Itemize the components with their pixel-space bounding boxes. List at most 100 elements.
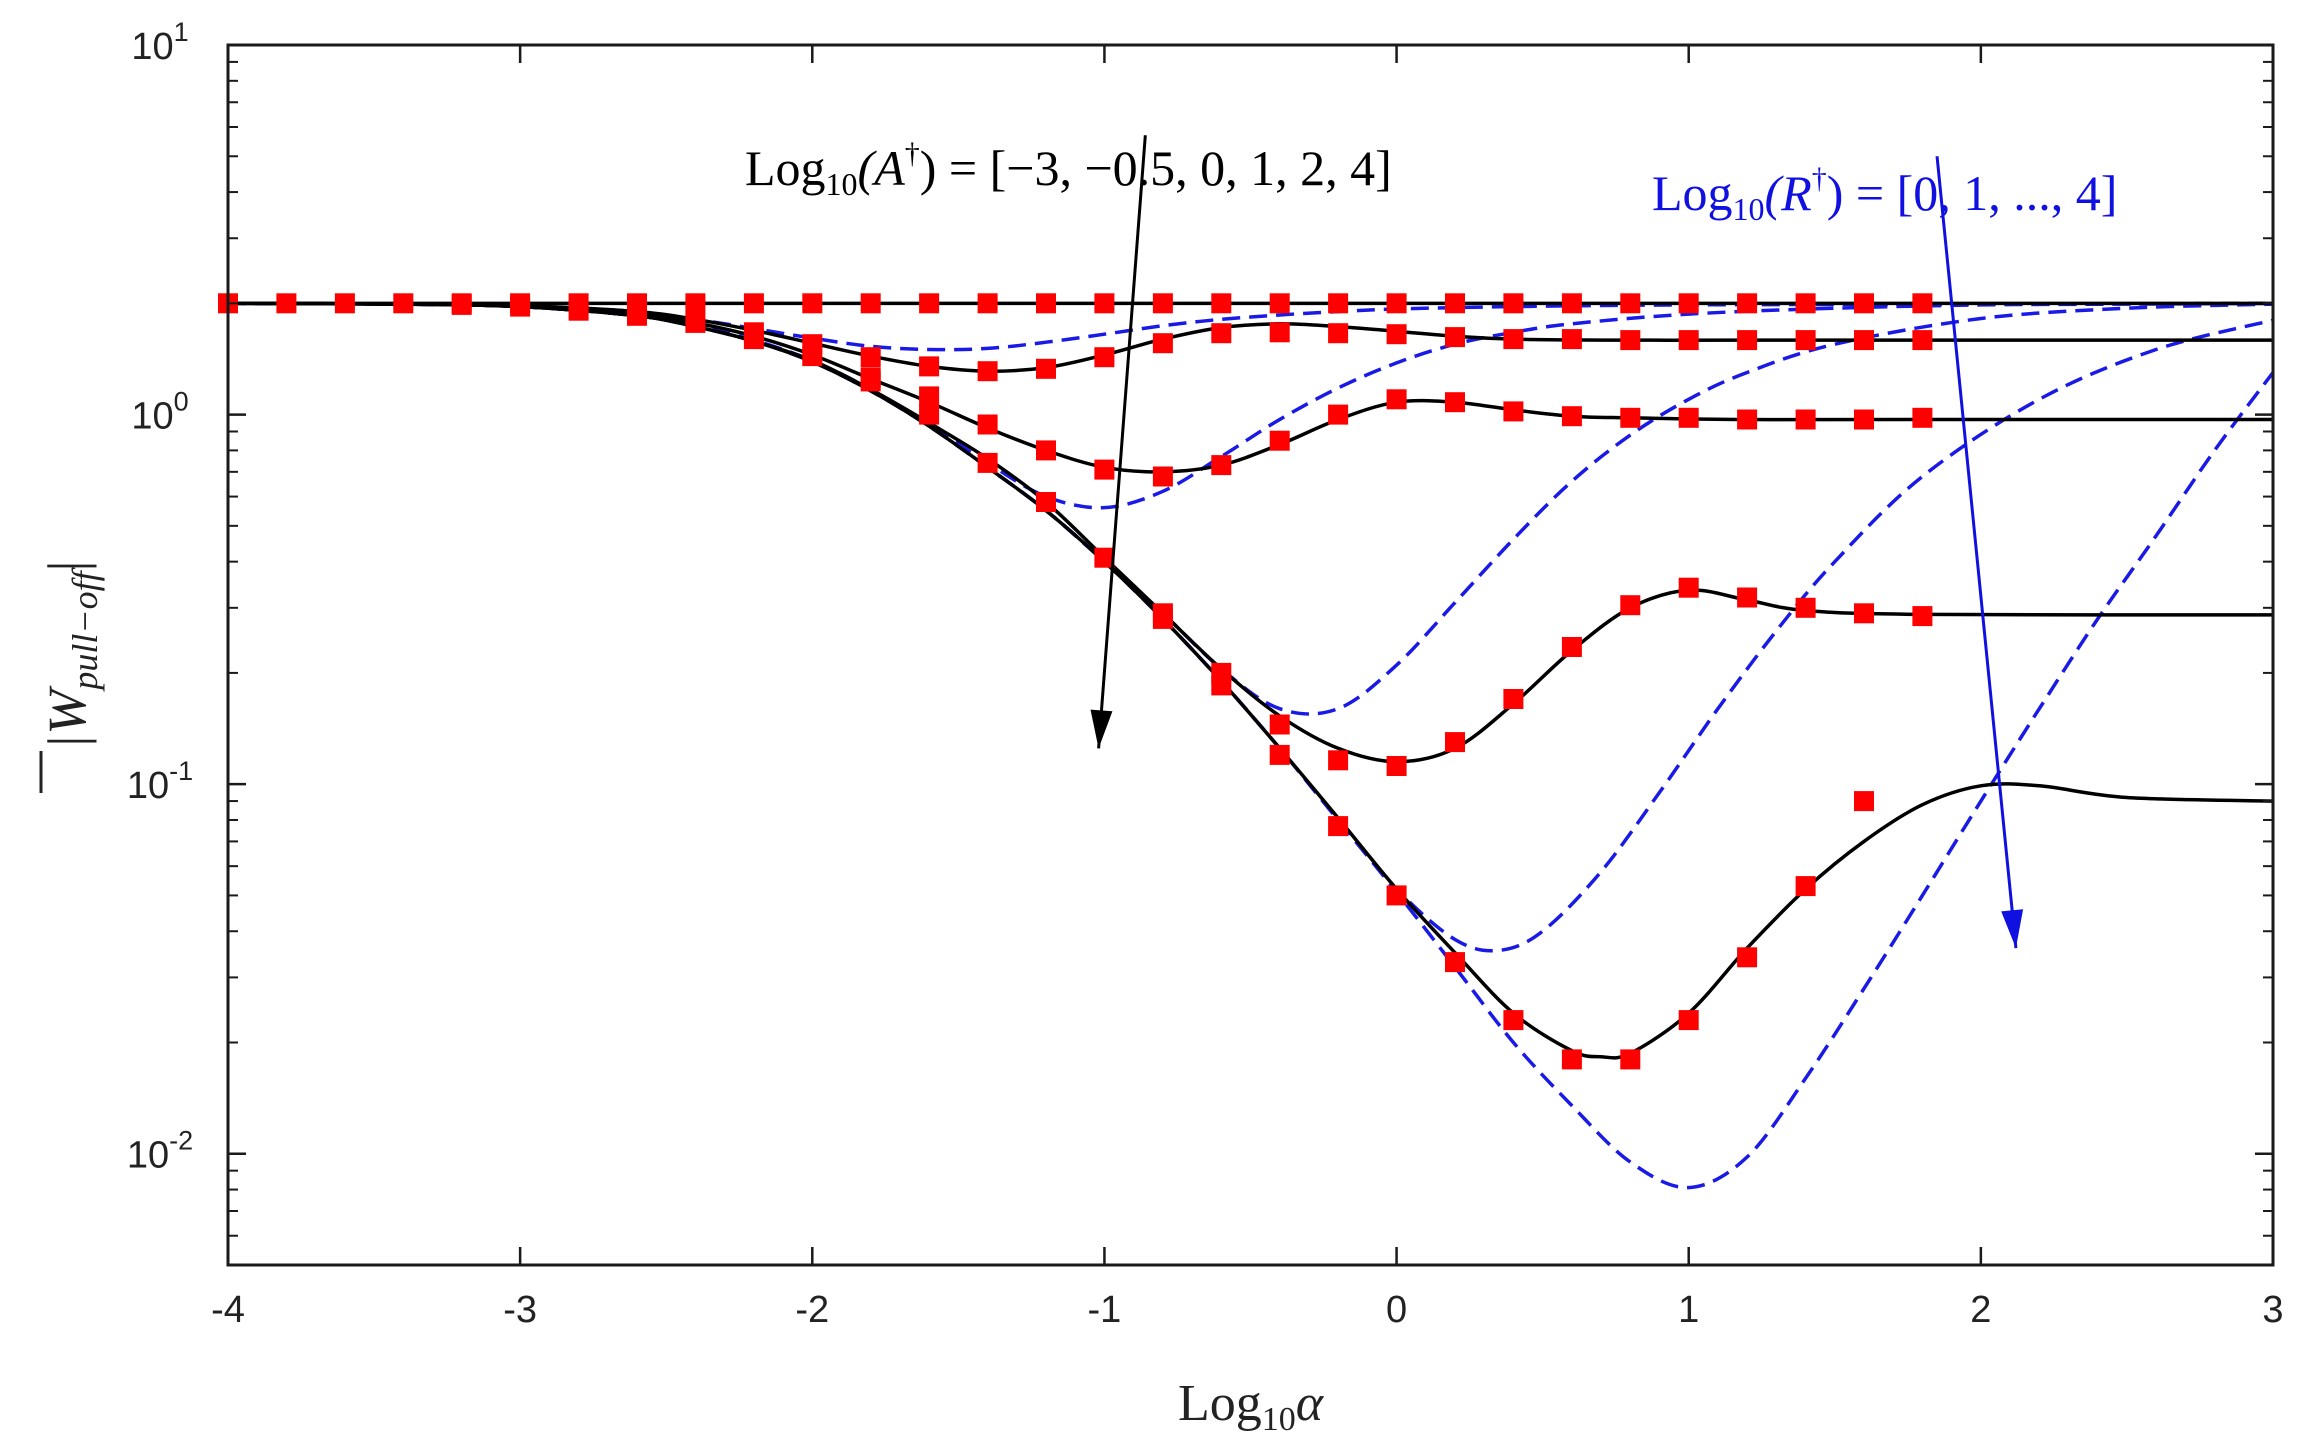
data-marker-4-14 [1854,791,1874,812]
y-tick-base-0: 10 [131,26,173,68]
data-marker-0-25 [1678,293,1699,314]
data-marker-1-2 [568,300,589,321]
arrow-line-0 [1097,135,1147,749]
y-tick-base-1: 10 [131,396,173,438]
data-marker-1-7 [860,347,881,368]
data-marker-1-0 [451,294,472,315]
data-marker-1-25 [1912,330,1933,351]
data-marker-3-13 [1737,587,1758,608]
data-marker-3-10 [1561,637,1582,657]
data-marker-1-13 [1211,323,1232,344]
y-tick-label-0: 101 [131,17,188,68]
data-marker-2-15 [1620,407,1641,428]
data-marker-2-12 [1445,392,1465,413]
data-marker-2-13 [1503,401,1524,422]
data-marker-1-3 [627,305,647,326]
data-marker-3-2 [1036,492,1056,512]
data-marker-2-8 [1211,455,1232,476]
y-tick-label-1: 100 [131,387,188,438]
y-tick-label-2: 10-1 [127,756,193,807]
data-marker-2-14 [1561,406,1582,427]
data-marker-1-15 [1328,323,1349,344]
data-marker-1-24 [1854,330,1874,351]
data-marker-0-11 [860,293,881,314]
data-marker-1-22 [1737,330,1758,351]
data-marker-4-3 [1211,675,1232,696]
data-marker-0-8 [685,293,706,314]
data-marker-1-20 [1620,330,1641,351]
data-marker-2-6 [1094,459,1115,480]
data-marker-0-2 [334,293,355,314]
data-marker-4-4 [1269,744,1290,765]
annotation-r-mid: (R [1765,165,1812,221]
annotation-r-pre: Log [1652,165,1733,221]
data-marker-4-5 [1328,816,1349,837]
x-axis-label-var: α [1296,1375,1325,1432]
data-marker-0-15 [1094,293,1115,314]
y-tick-base-2: 10 [127,765,169,807]
data-marker-0-13 [977,293,998,314]
data-marker-1-14 [1269,322,1290,343]
data-marker-0-21 [1445,293,1465,314]
annotation-a-mid: (A [858,140,906,196]
arrow-head-1 [2001,909,2024,949]
x-tick-label-2: -2 [795,1289,829,1331]
y-tick-label-3: 10-2 [127,1126,193,1177]
x-tick-label-4: 0 [1386,1289,1407,1331]
x-tick-label-3: -1 [1088,1289,1122,1331]
y-axis-label-base: |W [37,685,97,750]
data-marker-0-28 [1854,293,1874,314]
y-tick-exp-1: 0 [174,387,189,417]
y-tick-base-3: 10 [127,1135,169,1177]
x-tick-label-5: 1 [1678,1289,1699,1331]
data-marker-4-7 [1445,952,1465,973]
solid-series-line-4 [228,301,2273,1060]
data-marker-4-1 [1094,547,1115,568]
x-axis-label-sub: 10 [1262,1401,1296,1438]
data-marker-3-11 [1620,595,1641,616]
annotation-r-sub: 10 [1733,191,1765,227]
data-marker-3-14 [1795,597,1816,618]
data-marker-3-16 [1912,606,1933,627]
data-marker-0-3 [393,293,414,314]
data-marker-0-26 [1737,293,1758,314]
data-marker-4-0 [977,452,998,473]
data-marker-2-20 [1912,407,1933,428]
data-marker-1-18 [1503,329,1524,350]
data-marker-4-13 [1795,876,1816,897]
data-marker-1-11 [1094,347,1115,368]
data-marker-1-9 [977,361,998,382]
data-marker-4-12 [1737,947,1758,968]
data-marker-1-10 [1036,358,1056,379]
x-tick-label-1: -3 [503,1289,537,1331]
data-marker-3-1 [919,404,940,425]
data-marker-3-7 [1386,756,1407,776]
data-marker-0-10 [802,293,823,314]
data-marker-3-8 [1445,732,1465,753]
annotation-r-sup: † [1812,162,1827,195]
data-marker-3-12 [1678,577,1699,598]
data-marker-1-23 [1795,330,1816,351]
data-marker-0-16 [1152,293,1173,314]
arrow-line-1 [1935,156,2018,949]
data-marker-3-6 [1328,750,1349,771]
data-marker-0-27 [1795,293,1816,314]
x-tick-label-0: -4 [211,1289,245,1331]
data-marker-1-16 [1386,324,1407,345]
data-marker-0-22 [1503,293,1524,314]
x-tick-label-7: 3 [2262,1289,2283,1331]
data-marker-2-11 [1386,389,1407,410]
y-axis-label-group: |Wpull−off| [37,561,105,793]
annotation-a-pre: Log [745,140,826,196]
annotation-a-label: Log10(A†) = [−3, −0.5, 0, 1, 2, 4] [745,137,1392,202]
data-marker-0-14 [1036,293,1056,314]
data-marker-0-23 [1561,293,1582,314]
data-marker-0-19 [1328,293,1349,314]
axes-box [226,43,2275,1267]
data-marker-1-12 [1152,333,1173,354]
annotation-a-post: ) = [−3, −0.5, 0, 1, 2, 4] [920,140,1392,196]
data-marker-1-21 [1678,330,1699,351]
